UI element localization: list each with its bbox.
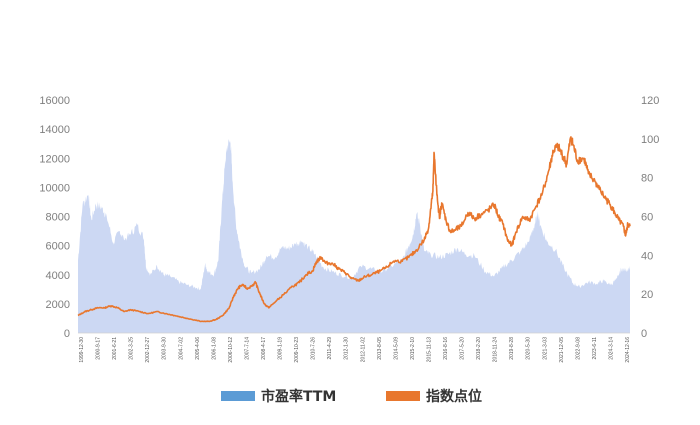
left-tick-label: 10000: [39, 182, 70, 194]
right-tick-label: 80: [641, 173, 653, 185]
x-tick-label: 2005-4-06: [195, 337, 201, 360]
x-tick-label: 2003-9-30: [162, 337, 168, 360]
x-tick-label: 2010-7-26: [311, 337, 317, 360]
x-tick-label: 2001-6-21: [112, 337, 118, 360]
left-tick-label: 0: [64, 328, 70, 340]
x-tick-label: 2017-5-20: [460, 337, 466, 360]
left-tick-label: 14000: [39, 124, 70, 136]
x-tick-label: 2021-3-03: [542, 337, 548, 360]
x-tick-label: 2009-1-19: [278, 337, 284, 360]
x-tick-label: 2013-8-05: [377, 337, 383, 360]
right-tick-label: 20: [641, 289, 653, 301]
legend-label-pe: 市盈率TTM: [261, 388, 336, 405]
x-tick-label: 2002-3-25: [129, 337, 135, 360]
plot-area: [77, 136, 631, 333]
x-tick-label: 2015-11-13: [426, 337, 432, 362]
right-axis: 0 20 40 60 80 100 120: [641, 95, 659, 340]
left-tick-label: 6000: [46, 241, 70, 253]
x-tick-label: 2021-12-05: [559, 337, 565, 363]
x-tick-label: 1999-12-30: [79, 337, 85, 363]
legend-label-index: 指数点位: [426, 388, 482, 405]
x-tick-label: 2002-12-27: [145, 337, 151, 363]
right-tick-label: 120: [641, 95, 659, 107]
x-tick-label: 2018-11-24: [493, 337, 499, 362]
x-tick-label: 2008-4-17: [261, 337, 267, 360]
legend-swatch-pe: [221, 391, 255, 401]
x-tick-label: 2007-7-14: [244, 337, 250, 360]
right-tick-label: 0: [641, 328, 647, 340]
x-tick-label: 2023-6-11: [592, 337, 598, 360]
left-axis: 0 2000 4000 6000 8000 10000 12000 14000 16000: [39, 95, 70, 340]
x-tick-label: 2012-1-30: [344, 337, 350, 360]
legend-swatch-index: [386, 391, 420, 401]
x-tick-label: 2014-5-09: [393, 337, 399, 360]
right-tick-label: 40: [641, 250, 653, 262]
left-tick-label: 12000: [39, 153, 70, 165]
x-tick-label: 2006-10-12: [228, 337, 234, 363]
x-tick-label: 2004-7-02: [178, 337, 184, 360]
x-tick-label: 2024-12-16: [625, 337, 631, 363]
left-tick-label: 16000: [39, 95, 70, 107]
x-tick-label: 2009-10-23: [294, 337, 300, 363]
legend: 市盈率TTM 指数点位: [221, 388, 482, 405]
x-tick-label: 2024-3-14: [608, 337, 614, 360]
x-tick-label: 2022-9-08: [575, 337, 581, 360]
x-axis: 1999-12-30 2000-9-17 2001-6-21 2002-3-25 200…: [78, 332, 631, 363]
left-tick-label: 8000: [46, 212, 70, 224]
left-tick-label: 4000: [46, 270, 70, 282]
x-tick-label: 2020-5-30: [526, 337, 532, 360]
series-area-pe: [78, 139, 630, 333]
x-tick-label: 2019-8-28: [509, 337, 515, 360]
x-tick-label: 2015-2-10: [410, 337, 416, 360]
right-tick-label: 100: [641, 134, 659, 146]
x-tick-label: 2006-1-08: [211, 337, 217, 360]
left-tick-label: 2000: [46, 299, 70, 311]
x-tick-label: 2012-11-02: [360, 337, 366, 362]
right-tick-label: 60: [641, 212, 653, 224]
x-tick-label: 2000-9-17: [96, 337, 102, 360]
series-line-index: [77, 136, 631, 323]
x-tick-label: 2016-8-16: [443, 337, 449, 360]
x-tick-label: 2018-2-20: [476, 337, 482, 360]
x-tick-label: 2011-4-29: [327, 337, 333, 360]
